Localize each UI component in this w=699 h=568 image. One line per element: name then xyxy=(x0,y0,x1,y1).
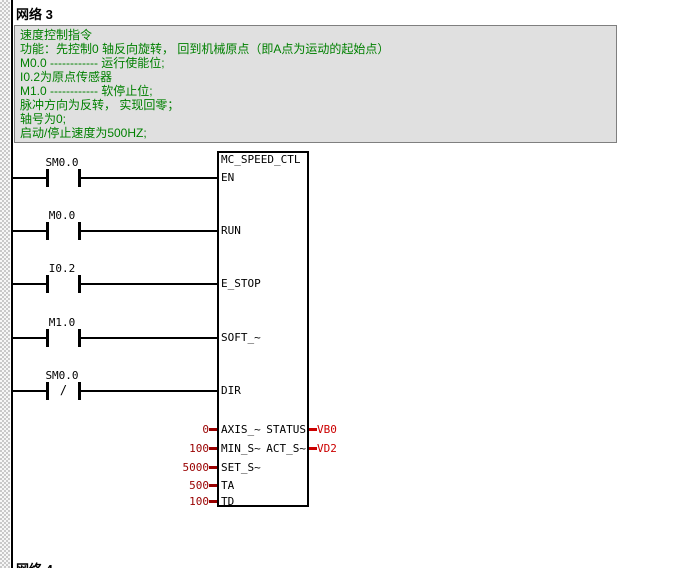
comment-line: 功能：先控制0 轴反向旋转， 回到机械原点（即A点为运动的起始点） xyxy=(20,42,390,56)
wire xyxy=(81,337,217,339)
output-address-act-s[interactable]: VD2 xyxy=(317,442,337,455)
wire xyxy=(81,177,217,179)
power-rail xyxy=(11,0,13,568)
wire xyxy=(13,283,46,285)
wire xyxy=(81,390,217,392)
param-value-min-s[interactable]: 100 xyxy=(189,442,209,455)
block-pin-ta: TA xyxy=(221,479,235,492)
output-address-status[interactable]: VB0 xyxy=(317,423,337,436)
block-pin-run: RUN xyxy=(221,224,241,237)
contact-bar xyxy=(78,275,81,293)
param-value-axis[interactable]: 0 xyxy=(202,423,209,436)
no-contact[interactable] xyxy=(44,327,82,349)
param-connector xyxy=(209,447,217,450)
contact-bar xyxy=(46,169,49,187)
comment-line: 轴号为0; xyxy=(20,112,67,126)
param-value-ta[interactable]: 500 xyxy=(189,479,209,492)
contact-bar xyxy=(46,275,49,293)
no-contact[interactable] xyxy=(44,167,82,189)
network-3-title[interactable]: 网络 3 xyxy=(16,7,53,22)
comment-line: 速度控制指令 xyxy=(20,28,93,42)
comment-line: I0.2为原点传感器 xyxy=(20,70,113,84)
block-pin-soft: SOFT_~ xyxy=(221,331,261,344)
block-title: MC_SPEED_CTL xyxy=(221,153,301,166)
output-connector xyxy=(309,428,317,431)
block-pin-set-s: SET_S~ xyxy=(221,461,261,474)
network-4-title[interactable]: 网络 4 xyxy=(16,559,53,568)
mc-speed-ctl-block[interactable] xyxy=(217,151,309,507)
no-contact[interactable] xyxy=(44,273,82,295)
operand-label[interactable]: M1.0 xyxy=(48,316,76,329)
contact-bar xyxy=(78,222,81,240)
comment-line: 启动/停止速度为500HZ; xyxy=(20,126,147,140)
param-value-set-s[interactable]: 5000 xyxy=(182,461,210,474)
comment-line: M1.0 ------------ 软停止位; xyxy=(20,84,153,98)
wire xyxy=(13,230,46,232)
comment-line: 脉冲方向为反转， 实现回零； xyxy=(20,98,180,112)
comment-line: M0.0 ------------ 运行使能位; xyxy=(20,56,165,70)
operand-label[interactable]: SM0.0 xyxy=(45,369,79,382)
param-connector xyxy=(209,484,217,487)
network-left-margin xyxy=(0,0,10,568)
contact-bar xyxy=(46,382,49,400)
wire xyxy=(13,390,46,392)
param-connector xyxy=(209,428,217,431)
contact-bar xyxy=(46,329,49,347)
contact-bar xyxy=(78,382,81,400)
block-pin-e-stop: E_STOP xyxy=(221,277,261,290)
block-pin-min-s: MIN_S~ xyxy=(221,442,261,455)
contact-bar xyxy=(78,169,81,187)
no-contact[interactable] xyxy=(44,220,82,242)
output-connector xyxy=(309,447,317,450)
nc-contact[interactable] xyxy=(44,380,82,402)
wire xyxy=(81,283,217,285)
wire xyxy=(81,230,217,232)
block-pin-axis: AXIS_~ xyxy=(221,423,261,436)
block-pin-dir: DIR xyxy=(221,384,241,397)
wire xyxy=(13,337,46,339)
operand-label[interactable]: I0.2 xyxy=(48,262,76,275)
param-connector xyxy=(209,500,217,503)
operand-label[interactable]: M0.0 xyxy=(48,209,76,222)
block-pin-act-s: ACT_S~ xyxy=(266,442,306,455)
param-value-td[interactable]: 100 xyxy=(189,495,209,508)
block-pin-status: STATUS xyxy=(266,423,306,436)
wire xyxy=(13,177,46,179)
operand-label[interactable]: SM0.0 xyxy=(45,156,79,169)
nc-slash: / xyxy=(59,383,68,397)
block-pin-td: TD xyxy=(221,495,235,508)
contact-bar xyxy=(78,329,81,347)
contact-bar xyxy=(46,222,49,240)
network-3-comment[interactable]: 速度控制指令 功能：先控制0 轴反向旋转， 回到机械原点（即A点为运动的起始点）… xyxy=(14,25,617,143)
block-pin-en: EN xyxy=(221,171,235,184)
param-connector xyxy=(209,466,217,469)
